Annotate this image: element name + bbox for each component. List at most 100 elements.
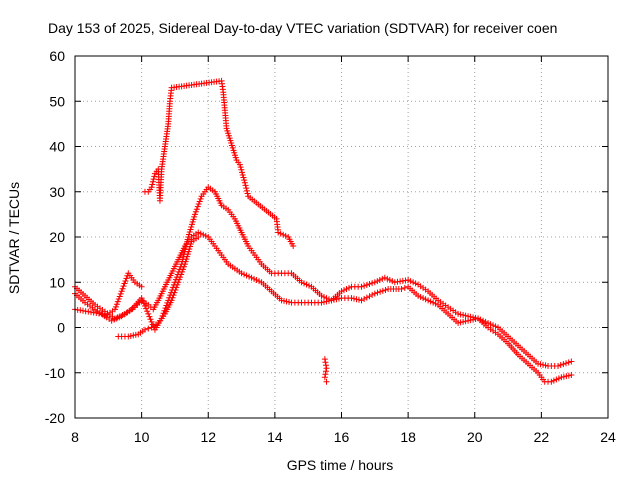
x-tick-label: 10 [134, 429, 150, 445]
y-tick-label: 0 [57, 320, 65, 336]
chart-title: Day 153 of 2025, Sidereal Day-to-day VTE… [48, 20, 557, 36]
data-point [560, 361, 567, 368]
data-point [151, 173, 158, 180]
y-tick-label: 60 [49, 48, 65, 64]
data-point [174, 281, 181, 288]
data-point [175, 279, 182, 286]
data-point [178, 271, 185, 278]
x-axis-label: GPS time / hours [287, 457, 394, 473]
data-point [145, 325, 152, 332]
data-point [187, 241, 194, 248]
x-tick-label: 14 [267, 429, 283, 445]
data-point [138, 283, 145, 290]
data-point [141, 326, 148, 333]
data-point [144, 308, 151, 315]
data-point [141, 303, 148, 310]
y-tick-label: 50 [49, 93, 65, 109]
data-point [322, 359, 329, 366]
data-point [149, 181, 156, 188]
data-point [184, 251, 191, 258]
data-point [361, 282, 368, 289]
data-point [185, 248, 192, 255]
data-point [148, 184, 155, 191]
data-point [122, 277, 129, 284]
data-point [243, 185, 250, 192]
data-point [191, 211, 198, 218]
data-point [170, 292, 177, 299]
data-point [116, 293, 123, 300]
data-point [171, 289, 178, 296]
data-point [361, 295, 368, 302]
y-tick-label: 40 [49, 139, 65, 155]
data-point [185, 234, 192, 240]
data-point [323, 365, 330, 372]
data-point [189, 218, 196, 225]
data-point [321, 374, 328, 381]
data-point [187, 226, 194, 233]
y-tick-label: -10 [45, 365, 65, 381]
data-point [168, 297, 175, 304]
series-track-3 [72, 77, 330, 385]
data-point [241, 177, 248, 184]
data-point [290, 243, 297, 250]
data-point [112, 303, 119, 310]
data-point [140, 300, 147, 307]
data-point [382, 286, 389, 293]
data-point [188, 221, 195, 228]
data-point [366, 293, 373, 300]
data-point [176, 276, 183, 283]
data-point [555, 362, 562, 369]
data-point [183, 256, 190, 263]
data-point [379, 287, 386, 294]
data-point [139, 297, 146, 304]
data-point [195, 234, 202, 240]
data-point [169, 294, 176, 301]
series-track-4 [115, 234, 202, 340]
data-point [239, 169, 246, 176]
data-point [111, 306, 118, 313]
data-point [196, 198, 203, 205]
data-point [186, 246, 193, 253]
x-tick-label: 12 [200, 429, 216, 445]
data-point [363, 294, 370, 301]
data-point [177, 274, 184, 281]
x-tick-label: 18 [400, 429, 416, 445]
data-point [150, 176, 157, 183]
data-point [187, 243, 194, 250]
data-point [321, 356, 328, 363]
data-point [172, 287, 179, 294]
data-point [322, 371, 329, 378]
data-point [358, 297, 365, 304]
data-point [565, 359, 572, 366]
data-point [191, 213, 198, 220]
data-point [244, 190, 251, 197]
data-point [369, 291, 376, 298]
data-point [322, 368, 329, 375]
y-tick-label: 30 [49, 184, 65, 200]
data-point [123, 275, 130, 282]
data-point [119, 285, 126, 292]
data-point [148, 318, 155, 325]
data-point [323, 378, 330, 385]
data-point [374, 289, 381, 296]
series-track-2 [72, 184, 575, 385]
data-point [143, 305, 150, 312]
data-point [181, 261, 188, 268]
data-point [363, 281, 370, 288]
data-point [121, 280, 128, 287]
data-point [237, 164, 244, 171]
x-tick-label: 24 [600, 429, 616, 445]
x-tick-label: 8 [71, 429, 79, 445]
data-point [113, 301, 120, 308]
data-point [240, 174, 247, 181]
series-track-1 [72, 229, 575, 369]
data-point [190, 216, 197, 223]
data-point [322, 362, 329, 369]
data-point [242, 182, 249, 189]
data-point [145, 310, 152, 317]
data-point [563, 360, 570, 367]
data-point [146, 313, 153, 320]
data-point [114, 298, 121, 305]
data-point [568, 372, 575, 379]
data-point [197, 195, 204, 202]
